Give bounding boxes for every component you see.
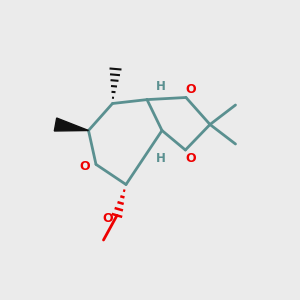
Polygon shape xyxy=(54,118,88,131)
Text: H: H xyxy=(156,80,165,94)
Text: O: O xyxy=(185,83,196,96)
Text: O: O xyxy=(79,160,90,173)
Text: O: O xyxy=(185,152,196,165)
Text: H: H xyxy=(156,152,165,166)
Text: O: O xyxy=(102,212,113,226)
